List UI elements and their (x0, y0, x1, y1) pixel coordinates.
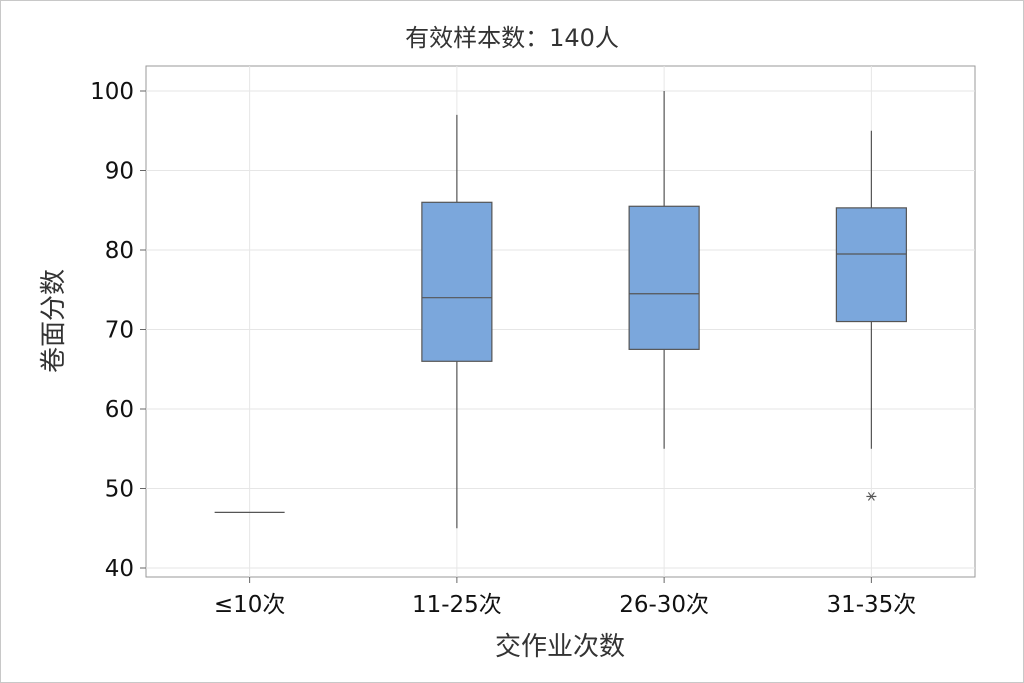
box-3 (628, 91, 700, 449)
y-tick-label: 80 (105, 238, 134, 264)
x-axis-title: 交作业次数 (495, 632, 625, 662)
box-iqr (421, 201, 493, 362)
outlier-marker (866, 492, 877, 501)
y-tick-label: 60 (105, 397, 134, 423)
y-axis: 40 50 60 70 80 90 100 (90, 79, 146, 582)
x-tick-label: ≤10次 (214, 592, 286, 618)
x-tick-label: 11-25次 (412, 592, 502, 618)
chart-title: 有效样本数：140人 (405, 24, 619, 52)
box-iqr (628, 205, 700, 350)
x-tick-label: 31-35次 (826, 592, 916, 618)
y-tick-label: 40 (105, 556, 134, 582)
box-2 (421, 114, 493, 529)
y-tick-label: 50 (105, 477, 134, 503)
box-series (214, 91, 907, 529)
y-tick-label: 90 (105, 159, 134, 185)
x-axis: ≤10次 11-25次 26-30次 31-35次 (214, 577, 916, 618)
x-tick-label: 26-30次 (619, 592, 709, 618)
y-tick-label: 70 (105, 318, 134, 344)
y-tick-label: 100 (90, 79, 134, 105)
outlier-stroke (867, 492, 875, 501)
box-iqr (835, 207, 907, 323)
y-axis-title: 卷面分数 (39, 269, 69, 373)
box-4 (835, 130, 907, 501)
